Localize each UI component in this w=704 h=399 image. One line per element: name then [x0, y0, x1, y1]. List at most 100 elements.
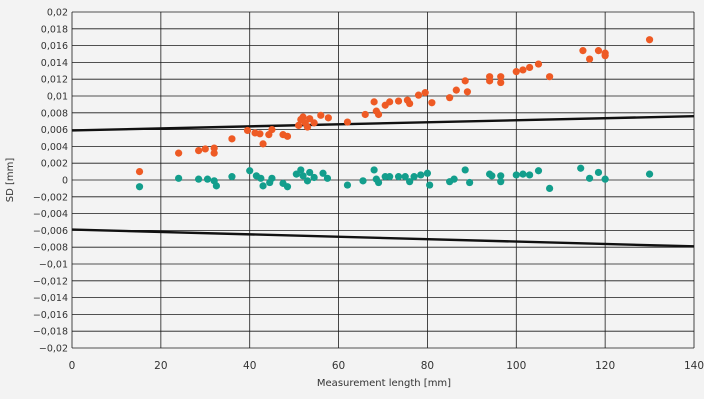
data-point-orange — [386, 98, 394, 106]
data-point-orange — [268, 126, 276, 134]
data-point-orange — [370, 98, 378, 106]
data-point-orange — [294, 121, 303, 129]
data-point-orange — [210, 149, 218, 157]
limit-line — [71, 228, 695, 248]
data-point-orange — [461, 77, 469, 85]
data-point-orange — [446, 94, 454, 102]
data-point-orange — [256, 130, 264, 138]
data-point-teal — [343, 181, 352, 189]
y-tick-label: −0,016 — [33, 310, 68, 321]
data-point-orange — [175, 149, 183, 157]
grid-layer — [71, 11, 695, 349]
data-point-teal — [601, 175, 609, 183]
data-point-orange — [463, 88, 472, 96]
data-point-orange — [585, 55, 594, 63]
data-point-teal — [512, 171, 520, 179]
y-tick-label: 0,008 — [41, 108, 68, 119]
data-point-teal — [426, 181, 434, 189]
data-point-teal — [303, 177, 312, 185]
data-point-teal — [645, 170, 654, 178]
data-point-teal — [410, 173, 418, 181]
data-point-orange — [645, 36, 654, 44]
data-point-orange — [519, 66, 527, 74]
data-point-orange — [406, 99, 414, 108]
y-tick-label: −0,02 — [39, 344, 68, 355]
y-tick-label: 0,014 — [41, 58, 68, 69]
data-point-teal — [374, 178, 383, 187]
data-point-teal — [497, 178, 505, 186]
y-axis-title: SD [mm] — [5, 158, 16, 203]
data-point-teal — [526, 171, 534, 179]
data-point-orange — [303, 123, 312, 131]
data-point-orange — [526, 63, 534, 72]
data-point-teal — [546, 184, 554, 192]
data-point-teal — [534, 167, 543, 175]
data-point-teal — [461, 166, 469, 174]
y-tick-label: −0,008 — [33, 243, 68, 254]
x-tick-label: 100 — [506, 360, 526, 372]
data-point-teal — [394, 173, 403, 181]
data-point-orange — [283, 132, 292, 140]
data-point-teal — [175, 174, 183, 182]
y-tick-label: 0 — [62, 176, 68, 187]
data-point-teal — [594, 168, 603, 177]
data-point-orange — [361, 110, 369, 119]
data-point-teal — [386, 173, 394, 181]
y-tick-label: 0,002 — [41, 159, 68, 170]
data-point-teal — [370, 166, 378, 174]
y-tick-label: −0,002 — [33, 192, 68, 203]
y-tick-label: −0,014 — [33, 293, 68, 304]
data-point-teal — [359, 177, 367, 185]
data-point-orange — [512, 68, 520, 76]
data-point-orange — [421, 89, 429, 97]
data-point-orange — [228, 135, 236, 143]
data-point-orange — [452, 86, 460, 94]
data-point-orange — [601, 52, 609, 60]
data-point-teal — [450, 175, 458, 183]
data-point-teal — [417, 171, 425, 179]
data-point-teal — [246, 167, 254, 175]
data-point-orange — [546, 73, 554, 81]
y-tick-label: 0,016 — [41, 41, 68, 52]
y-tick-label: −0,004 — [33, 209, 68, 220]
data-point-teal — [488, 172, 496, 180]
data-point-teal — [323, 174, 332, 182]
data-point-teal — [268, 174, 276, 182]
y-tick-label: 0,004 — [41, 142, 68, 153]
data-point-teal — [319, 169, 327, 177]
data-point-teal — [203, 175, 212, 183]
data-point-teal — [519, 170, 527, 178]
y-tick-label: 0,02 — [47, 8, 68, 19]
data-point-teal — [259, 182, 267, 190]
data-point-teal — [577, 164, 585, 172]
y-tick-label: −0,006 — [33, 226, 68, 237]
y-tick-label: −0,01 — [39, 260, 68, 271]
data-point-teal — [497, 172, 505, 180]
data-point-orange — [324, 114, 332, 122]
x-tick-label: 120 — [595, 360, 615, 372]
data-point-teal — [401, 173, 409, 181]
limit-line-layer — [71, 114, 695, 248]
data-point-orange — [210, 144, 218, 152]
data-point-orange — [343, 118, 352, 126]
data-point-orange — [310, 119, 318, 127]
data-point-teal — [212, 182, 220, 190]
data-point-teal — [423, 169, 432, 177]
data-point-orange — [497, 78, 505, 87]
data-point-orange — [259, 140, 267, 148]
data-point-teal — [299, 172, 307, 180]
data-point-teal — [283, 183, 292, 191]
y-tick-label: 0,01 — [47, 92, 68, 103]
data-point-teal — [195, 175, 203, 183]
data-point-teal — [306, 168, 314, 177]
data-point-teal — [257, 174, 265, 182]
x-tick-label: 0 — [69, 360, 76, 372]
data-point-teal — [585, 174, 594, 182]
data-point-orange — [534, 60, 543, 68]
data-point-orange — [394, 97, 403, 105]
limit-line — [71, 114, 695, 132]
x-tick-label: 60 — [332, 360, 345, 372]
